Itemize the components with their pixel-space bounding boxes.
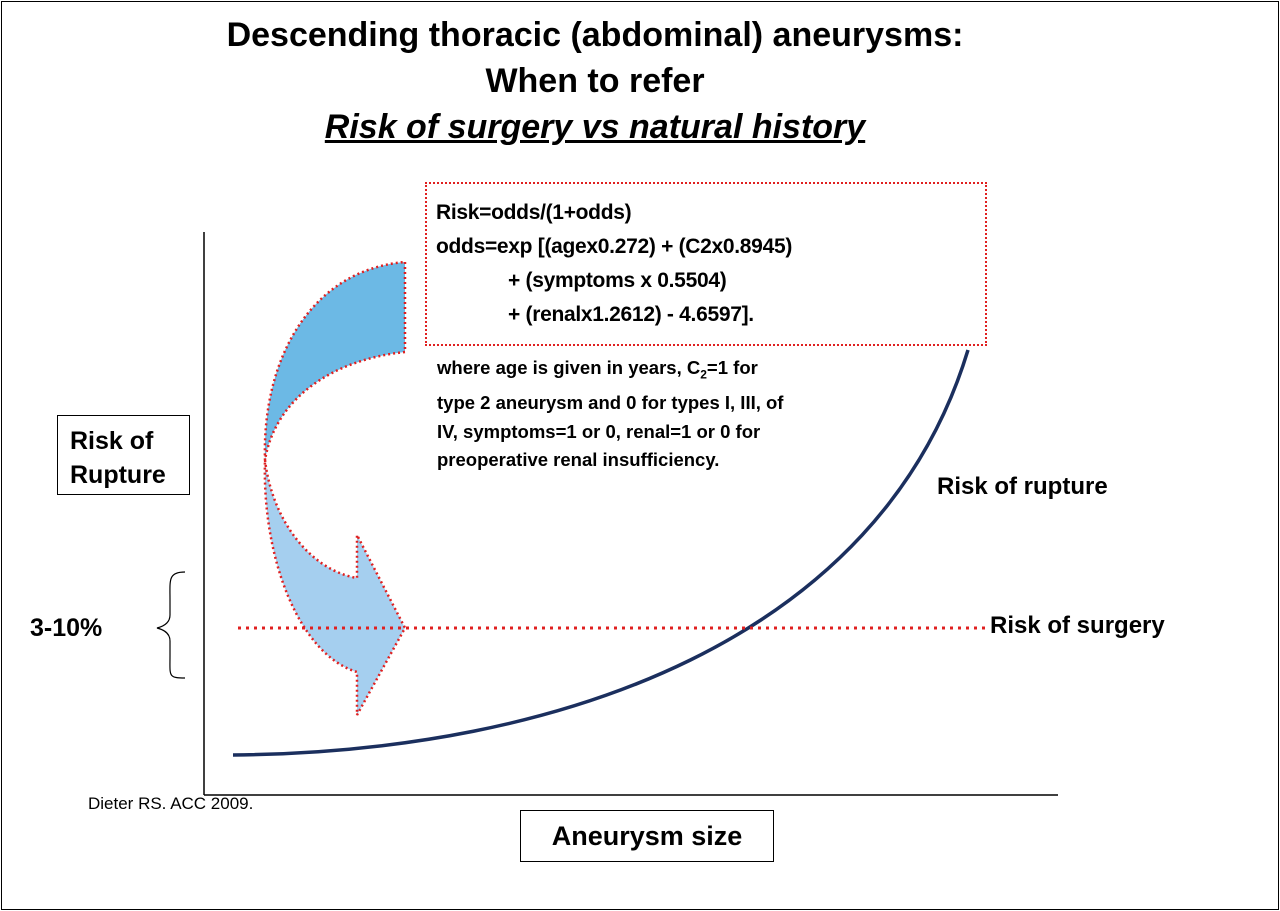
arrow-lower (263, 459, 407, 716)
y-label-line-2: Rupture (70, 461, 166, 489)
formula-line-1: Risk=odds/(1+odds) (436, 201, 632, 224)
arrow-upper (263, 260, 407, 461)
note-subscript: 2 (700, 367, 707, 382)
note-text: where age is given in years, C (437, 357, 701, 378)
formula-box: Risk=odds/(1+odds) odds=exp [(agex0.272)… (425, 182, 987, 346)
brace (156, 571, 186, 679)
note-line-2: type 2 aneurysm and 0 for types I, III, … (437, 392, 784, 414)
y-axis-label: Risk of Rupture (57, 415, 190, 495)
citation: Dieter RS. ACC 2009. (88, 794, 254, 813)
surgery-line-label: Risk of surgery (990, 612, 1165, 639)
note-line-4: preoperative renal insufficiency. (437, 449, 720, 471)
formula-note: where age is given in years, C2=1 for ty… (437, 354, 783, 475)
formula-line-2: odds=exp [(agex0.272) + (C2x0.8945) (436, 235, 793, 258)
title-line-3: Risk of surgery vs natural history (324, 108, 866, 146)
formula-line-4: + (renalx1.2612) - 4.6597]. (508, 303, 754, 326)
y-label-line-1: Risk of (70, 427, 154, 455)
note-line-3: IV, symptoms=1 or 0, renal=1 or 0 for (437, 420, 761, 442)
formula-line-3: + (symptoms x 0.5504) (508, 269, 727, 292)
title-line-2: When to refer (485, 62, 705, 100)
surgery-range-label: 3-10% (30, 614, 103, 642)
rupture-curve-label: Risk of rupture (937, 473, 1108, 500)
note-text: =1 for (706, 357, 758, 378)
rupture-curve (232, 349, 970, 757)
x-axis-label: Aneurysm size (520, 810, 774, 862)
title-line-1: Descending thoracic (abdominal) aneurysm… (226, 16, 964, 54)
